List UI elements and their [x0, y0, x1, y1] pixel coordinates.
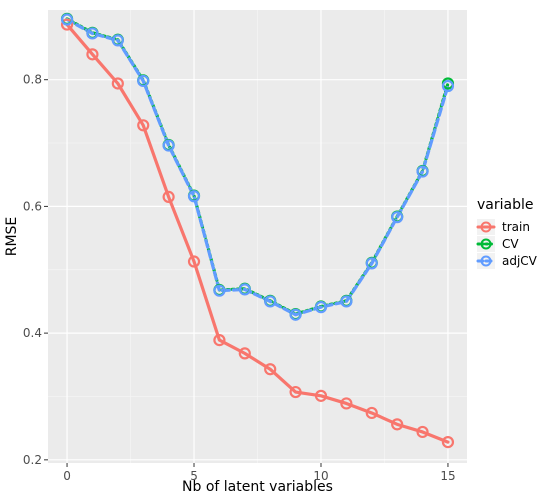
y-axis-tick-label: 0.8 [23, 73, 42, 87]
data-point-adjcv [213, 284, 226, 297]
data-point-adjcv [416, 165, 429, 178]
data-point-adjcv [441, 79, 455, 93]
data-point-adjcv [340, 295, 353, 308]
data-point-adjcv [111, 34, 124, 47]
x-axis-tick-label: 10 [313, 469, 328, 483]
data-point-train [162, 190, 175, 204]
x-axis-title: Nb of latent variables [182, 479, 333, 495]
data-point-adjcv [314, 301, 328, 314]
data-point-train [441, 435, 455, 449]
data-point-adjcv [162, 139, 175, 152]
data-point-train [213, 333, 226, 347]
data-point-train [187, 255, 201, 268]
data-point-train [391, 418, 404, 431]
x-axis-tick-label: 0 [63, 469, 71, 483]
y-axis-title: RMSE [4, 217, 20, 257]
data-point-train [365, 406, 378, 420]
series-line-train [65, 22, 450, 444]
data-point-adjcv [365, 257, 378, 270]
legend-label-train: train [502, 220, 530, 234]
data-point-train [111, 77, 124, 90]
data-point-adjcv [264, 295, 277, 308]
data-point-adjcv [391, 211, 404, 224]
data-point-adjcv [187, 190, 201, 203]
legend: variable train CV adjCV [476, 197, 538, 269]
data-point-train [86, 48, 99, 61]
data-point-train [60, 18, 74, 31]
data-point-train [340, 397, 353, 410]
legend-title: variable [477, 197, 533, 213]
axis-layer: 0 5 10 15 0.2 0.4 0.6 0.8 Nb of latent variables… [4, 73, 456, 495]
data-point-train [264, 363, 277, 376]
legend-marker-train [480, 221, 492, 233]
data-point-adjcv [86, 27, 99, 40]
x-axis-tick-label: 15 [440, 469, 455, 483]
data-point-adjcv [137, 74, 150, 88]
legend-label-cv: CV [502, 237, 519, 251]
legend-label-adjcv: adjCV [502, 254, 538, 268]
legend-marker-adjcv [480, 255, 492, 267]
data-point-adjcv [60, 13, 74, 26]
data-point-train [416, 425, 429, 439]
x-axis-tick-label: 5 [190, 469, 198, 483]
y-axis-tick-label: 0.6 [23, 199, 42, 213]
y-axis-tick-label: 0.4 [23, 326, 42, 340]
plot-area [48, 10, 467, 463]
y-axis-tick-label: 0.2 [23, 453, 42, 467]
series-line-adjcv [65, 17, 450, 317]
data-point-train [238, 347, 251, 360]
data-point-adjcv [238, 283, 251, 296]
data-point-train [289, 385, 302, 399]
data-point-train [137, 119, 150, 132]
data-point-train [314, 389, 328, 402]
legend-marker-cv [480, 238, 492, 250]
data-point-adjcv [289, 308, 302, 321]
